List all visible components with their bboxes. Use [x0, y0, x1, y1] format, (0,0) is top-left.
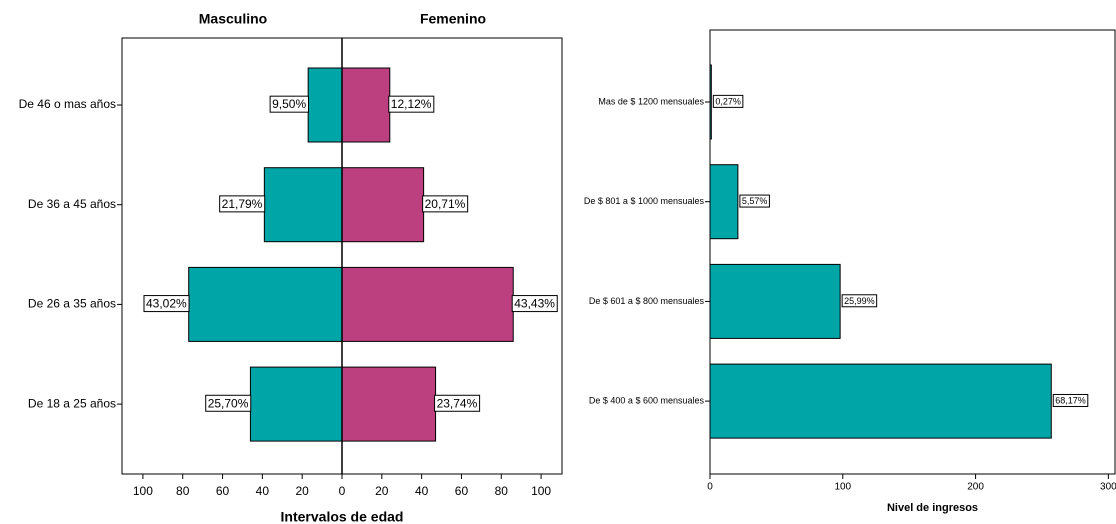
bar [709, 164, 739, 240]
x-tick-label: 0 [339, 484, 346, 498]
bar [341, 266, 514, 342]
x-tick-label: 40 [415, 484, 429, 498]
bar [709, 263, 841, 339]
bar [307, 67, 343, 143]
y-tick-label: De $ 601 a $ 800 mensuales [589, 296, 705, 306]
data-label-box [219, 195, 266, 213]
data-label-box [739, 194, 770, 208]
data-label-box [143, 295, 190, 313]
bar [341, 67, 391, 143]
plot-frame [709, 29, 1116, 475]
data-label: 0,27% [715, 96, 741, 106]
y-tick-label: De $ 400 a $ 600 mensuales [589, 395, 705, 405]
bar [263, 167, 343, 243]
data-label-box [712, 94, 744, 108]
data-label: 25,70% [208, 396, 249, 410]
data-label: 5,57% [742, 196, 768, 206]
x-tick-label: 20 [296, 484, 310, 498]
y-tick-label: De 36 a 45 años [28, 197, 116, 211]
x-tick-label: 100 [531, 484, 551, 498]
legend-label: Femenino [420, 11, 486, 27]
bar [709, 363, 1052, 439]
data-label: 43,43% [514, 297, 555, 311]
bar [341, 366, 437, 442]
y-tick-label: De 18 a 25 años [28, 396, 116, 410]
data-label-box [205, 394, 252, 412]
y-tick-label: De 26 a 35 años [28, 297, 116, 311]
data-label-box [269, 95, 309, 113]
bar [188, 266, 343, 342]
y-tick-label: Mas de $ 1200 mensuales [598, 96, 704, 106]
x-tick-label: 0 [707, 482, 713, 493]
x-axis-label: Nivel de ingresos [887, 502, 978, 514]
x-tick-label: 100 [834, 482, 851, 493]
bar [249, 366, 343, 442]
x-axis-label: Intervalos de edad [281, 509, 404, 524]
data-label: 20,71% [425, 197, 466, 211]
x-tick-label: 80 [495, 484, 509, 498]
data-label: 68,17% [1055, 395, 1086, 405]
x-tick-label: 20 [375, 484, 389, 498]
data-label: 25,99% [844, 296, 875, 306]
data-label-box [511, 295, 558, 313]
x-tick-label: 80 [176, 484, 190, 498]
data-label-box [388, 95, 435, 113]
legend-label: Masculino [199, 11, 267, 27]
x-tick-label: 60 [216, 484, 230, 498]
y-tick-label: De $ 801 a $ 1000 mensuales [584, 196, 705, 206]
bar [341, 167, 425, 243]
x-tick-label: 300 [1100, 482, 1116, 493]
data-label: 21,79% [222, 197, 263, 211]
data-label-box [841, 294, 878, 308]
data-label: 9,50% [272, 97, 306, 111]
y-tick-label: De 46 o mas años [19, 97, 116, 111]
x-tick-label: 40 [256, 484, 270, 498]
data-label: 43,02% [146, 297, 187, 311]
data-label-box [1052, 393, 1089, 407]
bar [709, 64, 712, 140]
data-label: 23,74% [437, 396, 478, 410]
x-tick-label: 60 [455, 484, 469, 498]
data-label-box [422, 195, 469, 213]
data-label: 12,12% [391, 97, 432, 111]
data-label-box [434, 394, 481, 412]
x-tick-label: 200 [967, 482, 984, 493]
x-tick-label: 100 [133, 484, 153, 498]
